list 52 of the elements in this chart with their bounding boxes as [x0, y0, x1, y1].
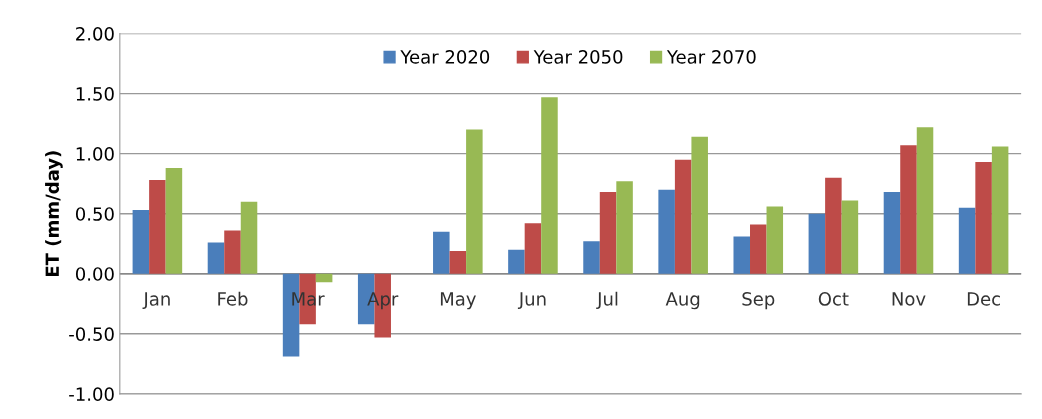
x-tick-label: Feb: [218, 291, 248, 306]
bar: [616, 181, 633, 274]
bar: [207, 242, 225, 274]
bar: [541, 97, 558, 274]
bar: [658, 189, 675, 274]
bar: [224, 230, 241, 274]
bar: [841, 200, 859, 274]
bar: [240, 201, 258, 274]
x-tick-label: Aug: [665, 292, 700, 310]
bar: [825, 177, 842, 274]
y-tick-label: 0.50: [75, 207, 114, 221]
bar: [433, 231, 450, 274]
y-tick-label: -0.50: [69, 327, 114, 341]
y-tick-label: 1.00: [76, 147, 114, 161]
x-tick-label: Jul: [596, 291, 618, 310]
bar: [466, 129, 483, 274]
y-tick-label: -1.00: [69, 387, 114, 401]
legend-label: Year 2020: [400, 50, 490, 64]
x-tick-label: Jan: [142, 292, 170, 310]
bar: [674, 159, 692, 274]
x-tick-label: Dec: [967, 292, 1000, 306]
bar: [524, 223, 542, 274]
bar: [766, 206, 784, 274]
y-tick-label: 0.00: [75, 267, 114, 281]
bar: [449, 250, 467, 274]
y-tick-label: 2.00: [76, 26, 114, 41]
bar: [733, 236, 751, 274]
bar: [508, 249, 525, 274]
bar: [149, 180, 166, 274]
legend-label: Year 2070: [666, 50, 756, 64]
bar: [900, 145, 917, 274]
bar: [883, 192, 901, 274]
bar: [315, 273, 333, 283]
y-axis-title: ET (mm/day): [45, 151, 63, 277]
bar: [583, 241, 600, 274]
bar: [916, 127, 934, 274]
x-tick-label: May: [440, 292, 476, 310]
bar: [132, 210, 150, 274]
x-tick-label: Sep: [742, 292, 775, 310]
bar: [599, 192, 617, 274]
legend-label: Year 2050: [533, 50, 623, 64]
x-tick-label: Oct: [818, 292, 849, 306]
bar: [975, 162, 992, 274]
bar: [991, 146, 1009, 274]
bar: [958, 207, 976, 274]
bar: [691, 136, 708, 274]
y-tick-label: 1.50: [76, 87, 114, 101]
x-tick-label: Nov: [892, 292, 926, 306]
bar: [750, 224, 767, 274]
x-tick-label: Jun: [517, 292, 546, 310]
bar: [808, 213, 826, 274]
bar: [165, 168, 183, 274]
